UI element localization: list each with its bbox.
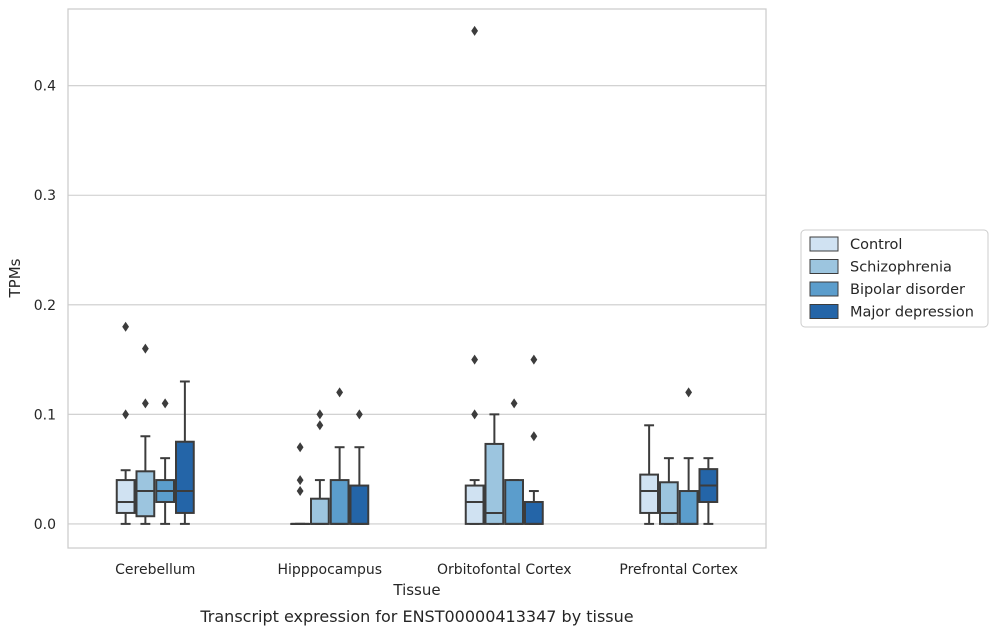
legend-label: Bipolar disorder [850, 282, 965, 298]
outlier-marker [296, 486, 304, 497]
outlier-marker [316, 409, 324, 420]
box [310, 497, 330, 525]
legend: Control Schizophrenia Bipolar disorder Majo… [800, 229, 989, 328]
outlier-marker [122, 409, 130, 420]
plot-background [68, 9, 766, 548]
y-tick-label: 0.0 [34, 517, 56, 533]
box [329, 479, 350, 525]
box [504, 479, 524, 525]
box [678, 490, 699, 525]
x-tick-label: Orbitofontal Cortex [437, 562, 572, 578]
plot-frame [67, 8, 767, 549]
box-group [639, 424, 659, 525]
box-group [329, 387, 350, 525]
legend-swatch [809, 259, 839, 274]
box-group [290, 442, 310, 525]
box [659, 481, 679, 525]
outlier-marker [530, 431, 538, 442]
box-group [698, 457, 719, 525]
outlier-marker [510, 398, 518, 409]
legend-frame [800, 229, 989, 328]
box-group [484, 413, 505, 525]
box-group [310, 409, 330, 525]
legend-label: Major depression [850, 305, 974, 321]
box-group [464, 25, 485, 525]
outlier-marker [296, 442, 304, 453]
legend-label: Control [850, 237, 902, 253]
outlier-marker [141, 343, 149, 354]
box-group [115, 321, 136, 525]
outlier-marker [316, 420, 324, 431]
box [464, 484, 485, 525]
outlier-marker [471, 25, 479, 36]
box-group [135, 343, 156, 525]
outlier-marker [685, 387, 693, 398]
box [115, 479, 136, 514]
box-series [115, 25, 719, 525]
x-axis-ticks: Cerebellum Hipppocampus Orbitofontal Corte… [115, 562, 738, 578]
figure-caption: Transcript expression for ENST0000041334… [199, 607, 633, 626]
x-tick-label: Hipppocampus [277, 562, 382, 578]
outlier-marker [336, 387, 344, 398]
box-group [349, 409, 370, 525]
outlier-marker [471, 409, 479, 420]
y-tick-label: 0.1 [34, 407, 56, 423]
box [524, 500, 544, 525]
legend-swatch [809, 304, 839, 319]
legend-swatch [809, 236, 839, 252]
box-group [504, 398, 524, 525]
box-group [659, 457, 679, 525]
outlier-marker [296, 475, 304, 486]
x-tick-label: Cerebellum [115, 562, 195, 578]
y-tick-label: 0.2 [34, 298, 56, 314]
outlier-marker [471, 354, 479, 365]
box [484, 442, 505, 525]
y-tick-label: 0.4 [34, 79, 56, 95]
y-axis-ticks: 0.0 0.1 0.2 0.3 0.4 [34, 79, 56, 533]
x-tick-label: Prefrontal Cortex [619, 562, 738, 578]
outlier-marker [122, 321, 130, 332]
y-tick-label: 0.3 [34, 188, 56, 204]
outlier-marker [141, 398, 149, 409]
box [349, 484, 370, 525]
box-group [678, 387, 699, 525]
outlier-marker [161, 398, 169, 409]
box [135, 470, 156, 518]
box-group [175, 380, 195, 525]
box [639, 473, 659, 514]
outlier-marker [530, 354, 538, 365]
x-axis-title: Tissue [392, 581, 440, 599]
box [175, 440, 195, 514]
box-group [524, 354, 544, 525]
box-group [155, 398, 175, 525]
y-axis-title: TPMs [6, 258, 24, 298]
legend-label: Schizophrenia [850, 260, 952, 276]
legend-swatch [809, 281, 839, 297]
outlier-marker [355, 409, 363, 420]
